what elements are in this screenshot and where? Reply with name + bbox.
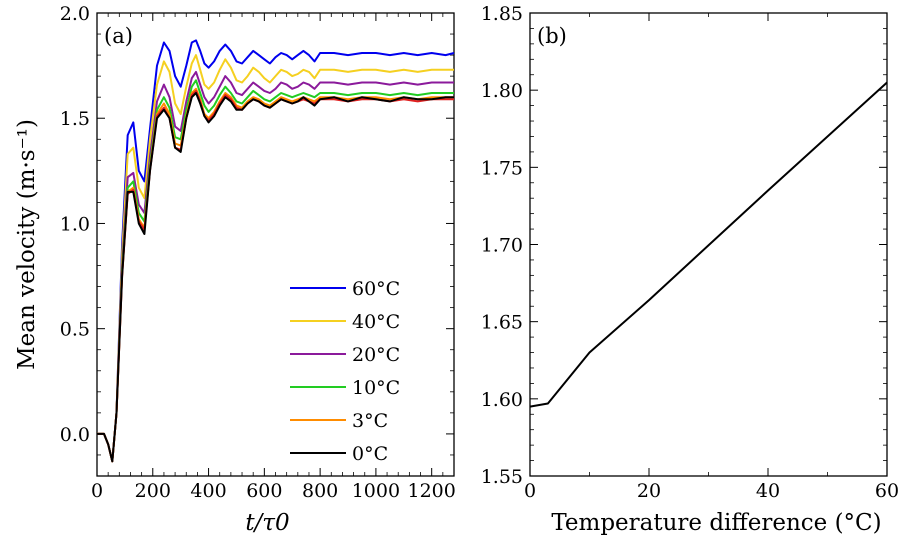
y-tick-label: 1.0 — [60, 213, 90, 235]
legend-label: 60°C — [352, 278, 400, 300]
x-axis-title: Temperature difference (°C) — [551, 510, 881, 536]
legend-label: 3°C — [352, 410, 388, 432]
x-tick-label: 400 — [190, 480, 226, 502]
x-tick-label: 200 — [135, 480, 171, 502]
y-tick-label: 1.65 — [481, 312, 523, 334]
y-tick-label: 1.75 — [481, 157, 523, 179]
legend-label: 10°C — [352, 377, 400, 399]
x-tick-label: 20 — [637, 480, 661, 502]
x-tick-label: 0 — [91, 480, 103, 502]
legend-label: 20°C — [352, 344, 400, 366]
y-tick-label: 1.80 — [481, 80, 523, 102]
x-tick-label: 800 — [302, 480, 338, 502]
legend-label: 0°C — [352, 443, 388, 465]
panel-a-line-chart: 0 200 400 600 800 1000 1200 0.0 0.5 1.0 1.5 2.0 (a) t… — [14, 3, 456, 536]
x-tick-label: 0 — [524, 480, 536, 502]
y-tick-label: 0.5 — [60, 319, 90, 341]
series-line-0C — [97, 92, 454, 463]
x-axis-title: t/τ0 — [245, 510, 289, 536]
panel-label: (a) — [104, 24, 133, 48]
panel-b-line-chart: 0 20 40 60 1.55 1.60 1.65 1.70 1.75 1.80 1.85 (b) Te… — [481, 3, 899, 536]
y-tick-label: 1.5 — [60, 108, 90, 130]
x-tick-label: 1200 — [408, 480, 456, 502]
series-line-20C — [97, 70, 454, 463]
y-tick-label: 1.60 — [481, 389, 523, 411]
x-axis-title-text: t/τ0 — [245, 510, 289, 536]
y-tick-label: 1.70 — [481, 235, 523, 257]
series-line-60C — [97, 39, 455, 463]
y-tick-label: 1.85 — [481, 3, 523, 25]
x-tick-label: 1000 — [352, 480, 400, 502]
y-tick-label: 1.55 — [481, 466, 523, 488]
x-tick-label: 40 — [756, 480, 780, 502]
panel-label: (b) — [537, 24, 567, 48]
y-tick-label: 0.0 — [60, 424, 90, 446]
series-line-unlabeled-0 — [529, 81, 888, 408]
series-line-unlabeled-5 — [97, 89, 454, 463]
y-axis-title: Mean velocity (m·s⁻¹) — [14, 119, 40, 370]
series-line-10C — [97, 79, 454, 463]
legend-label: 40°C — [352, 311, 400, 333]
y-tick-label: 2.0 — [60, 3, 90, 25]
x-tick-label: 60 — [875, 480, 899, 502]
x-tick-label: 600 — [246, 480, 282, 502]
series-line-40C — [97, 54, 454, 463]
series-line-3C — [97, 87, 454, 463]
